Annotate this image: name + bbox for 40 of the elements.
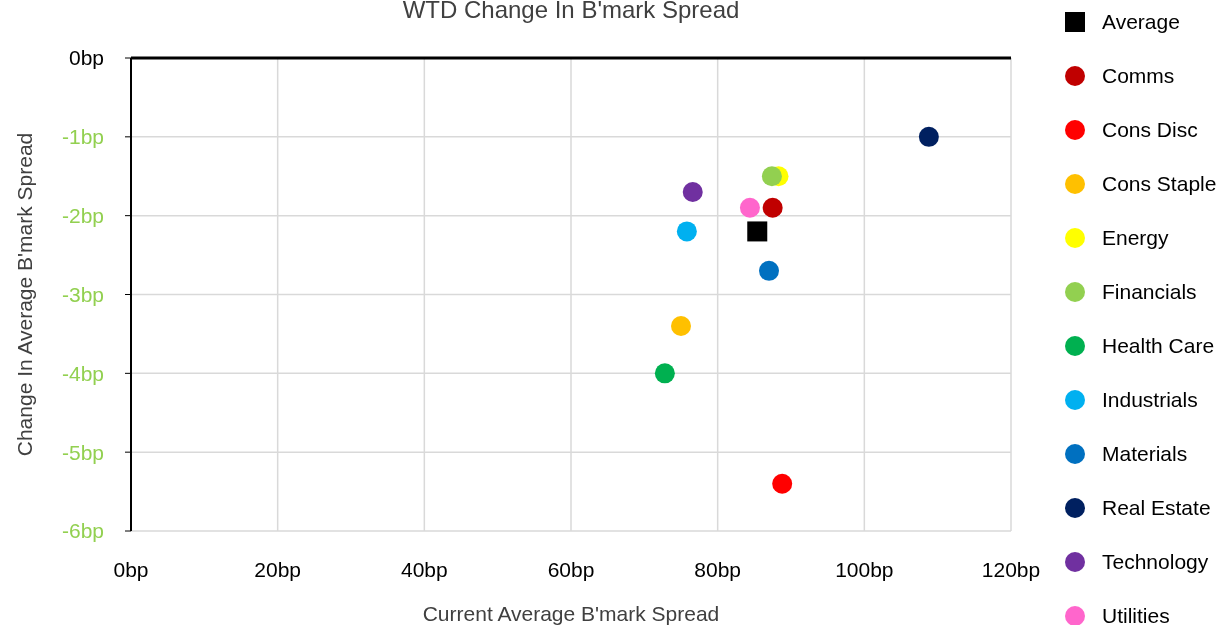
point [918, 126, 939, 147]
legend-label: Average [1102, 10, 1180, 34]
x-tick-label: 20bp [254, 558, 302, 581]
legend-label: Industrials [1102, 388, 1198, 412]
point [759, 260, 779, 281]
y-tick-label: -2bp [61, 204, 104, 228]
legend-label: Utilities [1102, 604, 1170, 625]
y-tick-label: -3bp [61, 282, 104, 306]
x-tick-label: 0bp [113, 558, 149, 581]
y-tick-label: -4bp [61, 361, 104, 385]
x-tick-label: 80bp [694, 558, 742, 581]
point [654, 363, 675, 384]
y-tick-label: -1bp [61, 125, 104, 149]
point [761, 166, 782, 187]
y-tick-label: -6bp [61, 519, 104, 543]
point [739, 197, 760, 218]
legend-label: Energy [1102, 226, 1170, 250]
legend-label: Health Care [1102, 334, 1215, 358]
point [682, 182, 703, 203]
y-axis-title: Change In Average B'mark Spread [13, 132, 36, 457]
point [772, 473, 793, 494]
point [747, 221, 768, 242]
legend-label: Cons Disc [1102, 118, 1198, 142]
x-tick-label: 100bp [835, 558, 894, 581]
point [671, 316, 691, 337]
legend-label: Financials [1102, 280, 1197, 304]
point [676, 221, 697, 242]
legend-label: Materials [1102, 442, 1188, 466]
legend-label: Cons Staple [1102, 172, 1217, 196]
x-tick-label: 120bp [981, 558, 1041, 581]
y-tick-label: 0bp [68, 46, 104, 70]
legend-label: Technology [1102, 550, 1209, 574]
x-tick-label: 40bp [400, 558, 448, 581]
legend-label: Comms [1102, 64, 1175, 88]
x-axis-title: Current Average B'mark Spread [422, 602, 720, 625]
y-tick-label: -5bp [61, 440, 104, 464]
x-tick-label: 60bp [547, 558, 595, 581]
point [762, 197, 783, 218]
legend-label: Real Estate [1102, 496, 1211, 520]
chart-title: WTD Change In B'mark Spread [402, 0, 740, 23]
